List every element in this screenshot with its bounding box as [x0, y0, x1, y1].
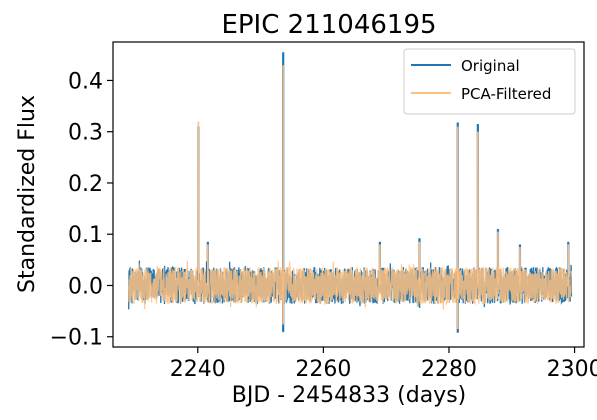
- x-tick-label: 2300: [547, 357, 597, 382]
- x-tick-label: 2280: [421, 357, 477, 382]
- y-axis-ticks: −0.1 0.0 0.1 0.2 0.3 0.4: [50, 69, 113, 351]
- x-axis-ticks: 2240 2260 2280 2300: [170, 347, 597, 382]
- chart-title: EPIC 211046195: [221, 10, 436, 40]
- legend-label-pca-filtered: PCA-Filtered: [461, 85, 551, 103]
- y-tick-label: 0.4: [68, 69, 103, 94]
- x-tick-label: 2260: [295, 357, 351, 382]
- legend-label-original: Original: [461, 57, 520, 75]
- y-tick-label: 0.2: [68, 172, 103, 197]
- series-layer: [128, 52, 573, 333]
- y-tick-label: 0.0: [68, 274, 103, 299]
- y-tick-label: 0.3: [68, 121, 103, 146]
- plot-area: 2240 2260 2280 2300 −0.1 0.0 0.1 0.2 0.3 0.4: [50, 41, 597, 382]
- y-axis-label: Standardized Flux: [15, 95, 40, 293]
- legend: Original PCA-Filtered: [403, 48, 576, 115]
- x-tick-label: 2240: [170, 357, 226, 382]
- x-axis-label: BJD - 2454833 (days): [232, 383, 467, 408]
- plot-frame: [112, 41, 585, 348]
- y-tick-label: −0.1: [50, 326, 103, 351]
- y-tick-label: 0.1: [68, 223, 103, 248]
